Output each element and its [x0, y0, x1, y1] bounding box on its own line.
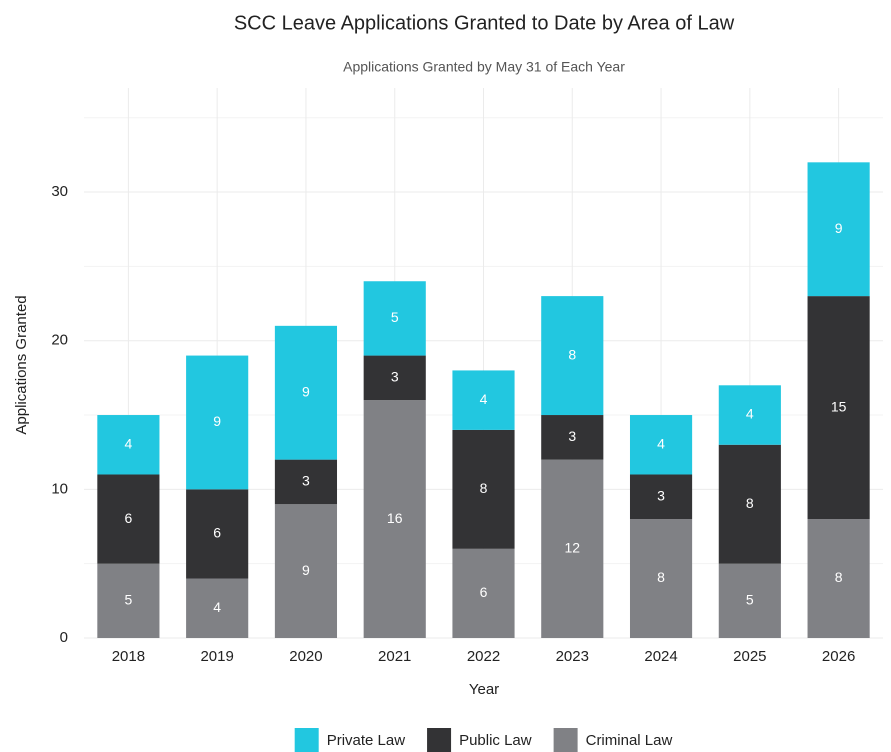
legend-label: Criminal Law	[586, 732, 673, 749]
bar-segment	[629, 415, 693, 475]
data-label: 9	[835, 220, 843, 236]
data-label: 8	[746, 495, 754, 511]
x-axis-label: Year	[469, 681, 499, 698]
data-label: 15	[831, 398, 847, 414]
data-label: 6	[213, 525, 221, 541]
x-tick-label: 2022	[467, 648, 500, 665]
data-label: 9	[302, 383, 310, 399]
x-tick-label: 2020	[289, 648, 322, 665]
data-label: 6	[124, 510, 132, 526]
y-tick-label: 0	[60, 629, 68, 646]
data-label: 6	[480, 584, 488, 600]
bar-segment	[97, 563, 160, 638]
bar-segment	[363, 400, 426, 638]
legend-swatch	[294, 728, 319, 752]
bar-segment	[718, 444, 781, 564]
legend-item: Criminal Law	[553, 728, 673, 752]
bar-segment	[807, 162, 870, 297]
x-tick-label: 2023	[556, 648, 589, 665]
data-label: 9	[302, 562, 310, 578]
bar-segment	[97, 474, 160, 564]
data-label: 4	[480, 391, 488, 407]
bar-segment	[363, 355, 426, 401]
bar-segment	[274, 325, 338, 460]
bar-segment	[718, 563, 781, 638]
data-label: 9	[213, 413, 221, 429]
data-label: 16	[387, 510, 403, 526]
bar-segment	[363, 281, 426, 356]
x-tick-label: 2019	[200, 648, 233, 665]
bar-segment	[629, 519, 693, 638]
data-label: 12	[564, 540, 580, 556]
bar-segment	[186, 578, 249, 638]
data-label: 4	[213, 599, 221, 615]
data-label: 3	[657, 487, 665, 503]
data-label: 3	[391, 369, 399, 385]
legend-label: Private Law	[327, 732, 406, 749]
bar-segment	[541, 296, 604, 416]
chart-title: SCC Leave Applications Granted to Date b…	[234, 12, 735, 34]
bar-segment	[807, 519, 870, 638]
chart-subtitle: Applications Granted by May 31 of Each Y…	[343, 59, 625, 75]
data-label: 5	[746, 592, 754, 608]
y-tick-label: 20	[51, 332, 68, 349]
y-tick-label: 30	[51, 183, 68, 200]
bar-segment	[274, 459, 338, 505]
bar-segment	[186, 489, 249, 579]
data-label: 4	[657, 435, 665, 451]
data-label: 4	[746, 406, 754, 422]
legend-item: Private Law	[294, 728, 406, 752]
bar-segment	[274, 504, 338, 638]
bar-segment	[452, 548, 515, 638]
bar-segment	[541, 415, 604, 460]
legend-swatch	[553, 728, 578, 752]
data-label: 4	[124, 435, 132, 451]
legend-swatch	[427, 728, 452, 752]
data-label: 8	[657, 569, 665, 585]
data-label: 5	[124, 592, 132, 608]
x-tick-label: 2018	[112, 648, 145, 665]
bar-segment	[807, 296, 870, 520]
legend-item: Public Law	[427, 728, 532, 752]
bar-segment	[629, 474, 693, 520]
y-tick-label: 10	[51, 480, 68, 497]
x-tick-label: 2026	[822, 648, 855, 665]
data-label: 3	[302, 473, 310, 489]
bar-segment	[186, 355, 249, 490]
bar-segment	[452, 370, 515, 430]
x-tick-label: 2021	[378, 648, 411, 665]
bar-segment	[452, 429, 515, 549]
data-label: 8	[835, 569, 843, 585]
data-label: 5	[391, 309, 399, 325]
data-label: 8	[480, 480, 488, 496]
bar-segment	[718, 385, 781, 445]
y-axis-label: Applications Granted	[13, 295, 30, 434]
data-label: 3	[568, 428, 576, 444]
x-tick-label: 2025	[733, 648, 766, 665]
legend-label: Public Law	[459, 732, 532, 749]
data-label: 8	[568, 346, 576, 362]
bar-segment	[97, 415, 160, 475]
bar-segment	[541, 459, 604, 638]
x-tick-label: 2024	[644, 648, 677, 665]
